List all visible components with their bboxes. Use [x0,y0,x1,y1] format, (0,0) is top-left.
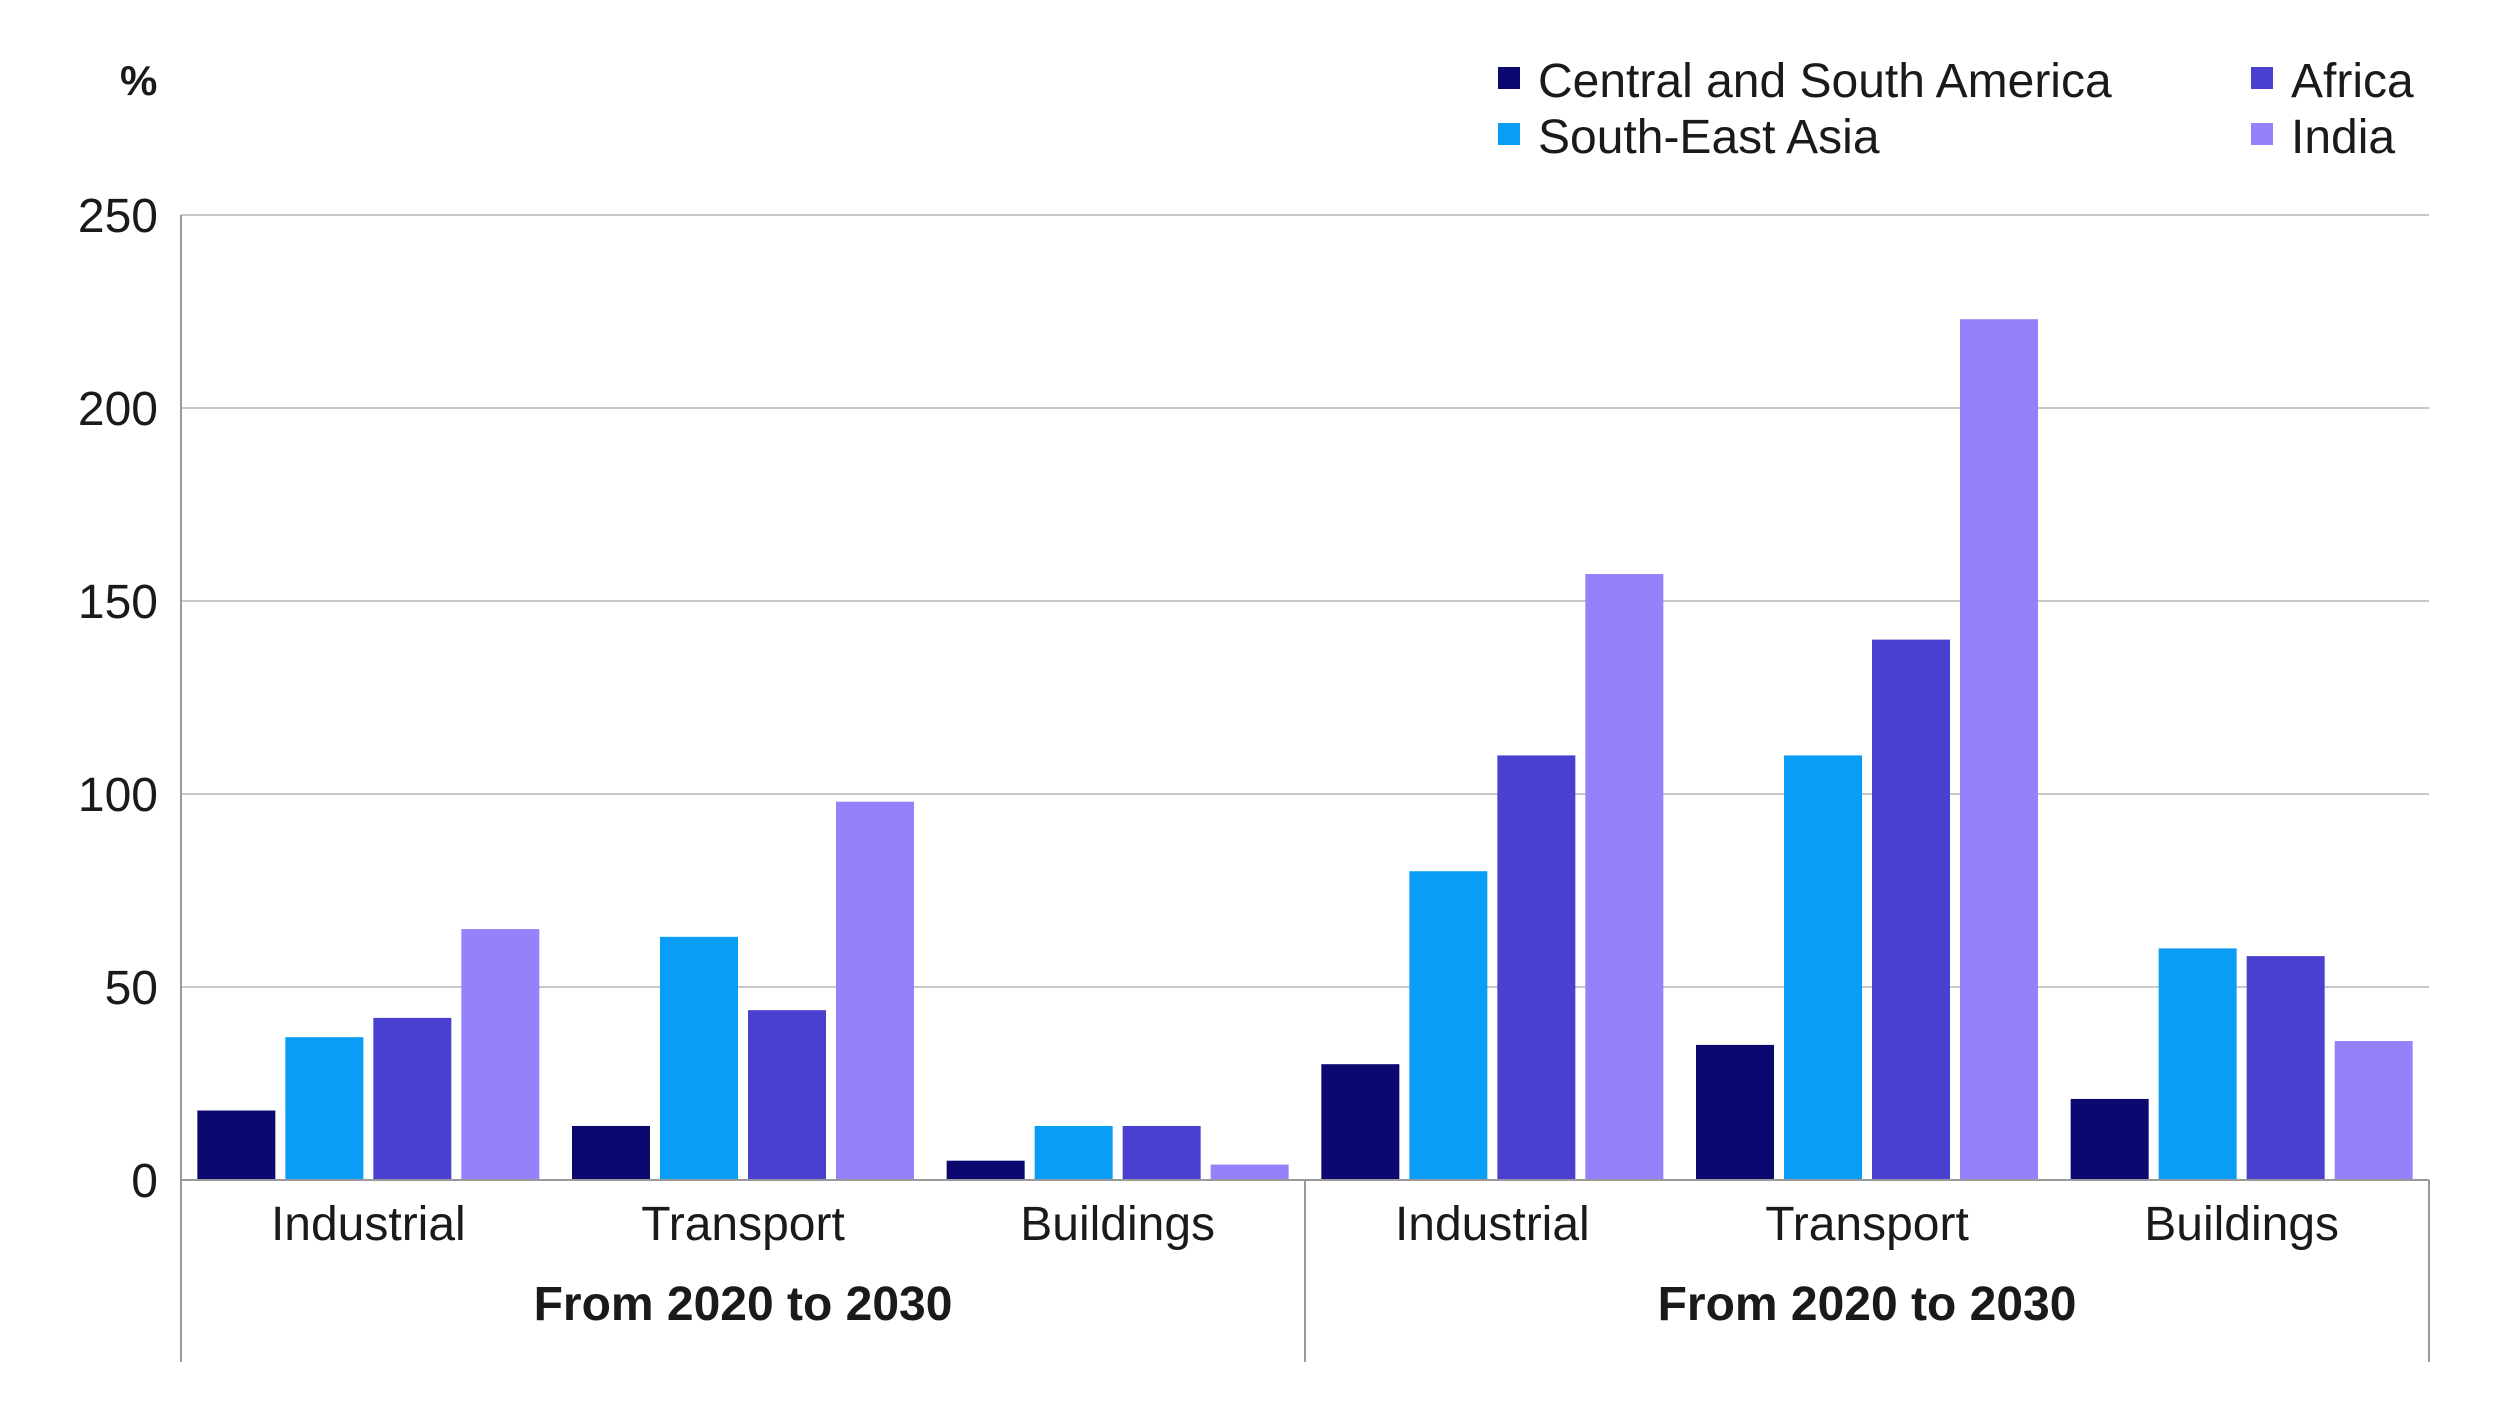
bar [2070,1098,2149,1180]
bar [285,1037,364,1180]
category-label: Transport [1765,1198,1969,1251]
legend-swatch [2251,67,2273,89]
bar [748,1010,826,1180]
category-label: Transport [641,1198,845,1251]
y-tick-label: 50 [105,962,158,1015]
bar [1409,871,1488,1180]
legend-label: Central and South America [1538,55,2112,108]
bar [1210,1164,1289,1180]
bar [2158,948,2237,1180]
bar [1497,755,1576,1180]
bar [572,1125,650,1180]
bars [197,319,2413,1181]
bar [946,1160,1025,1180]
axes [180,215,2430,1362]
y-tick-label: 150 [78,576,158,629]
y-unit-label: % [120,57,157,104]
y-tick-label: 0 [131,1155,158,1208]
legend-swatch [1498,123,1520,145]
bar [2334,1041,2413,1180]
bar [461,929,540,1180]
category-label: Industrial [271,1198,466,1251]
bar [1034,1125,1113,1180]
legend-swatch [1498,67,1520,89]
category-label: Buildings [2144,1198,2339,1251]
group-label: From 2020 to 2030 [534,1278,953,1331]
group-labels: From 2020 to 2030 From 2020 to 2030 [534,1278,2077,1331]
bar [836,801,914,1180]
y-tick-label: 250 [78,190,158,243]
bar [1321,1064,1400,1180]
category-labels: Industrial Transport Buildings Industrial Tr… [271,1198,2339,1251]
y-tick-label: 100 [78,769,158,822]
group-label: From 2020 to 2030 [1658,1278,2077,1331]
bar [1696,1044,1774,1180]
bar [1872,639,1950,1180]
bar [1784,755,1862,1180]
bar [2246,956,2325,1180]
category-label: Industrial [1395,1198,1590,1251]
bar [373,1017,452,1180]
bar [197,1110,276,1180]
legend-swatch [2251,123,2273,145]
y-tick-labels: 0 50 100 150 200 250 [78,190,158,1208]
bar [1585,573,1664,1180]
y-tick-label: 200 [78,383,158,436]
bar [660,936,738,1180]
bar [1122,1125,1201,1180]
gridlines [181,214,2429,988]
legend-label: Africa [2291,55,2414,108]
category-label: Buildings [1020,1198,1215,1251]
legend-label: India [2291,111,2395,164]
legend-label: South-East Asia [1538,111,1880,164]
bar [1960,319,2038,1181]
